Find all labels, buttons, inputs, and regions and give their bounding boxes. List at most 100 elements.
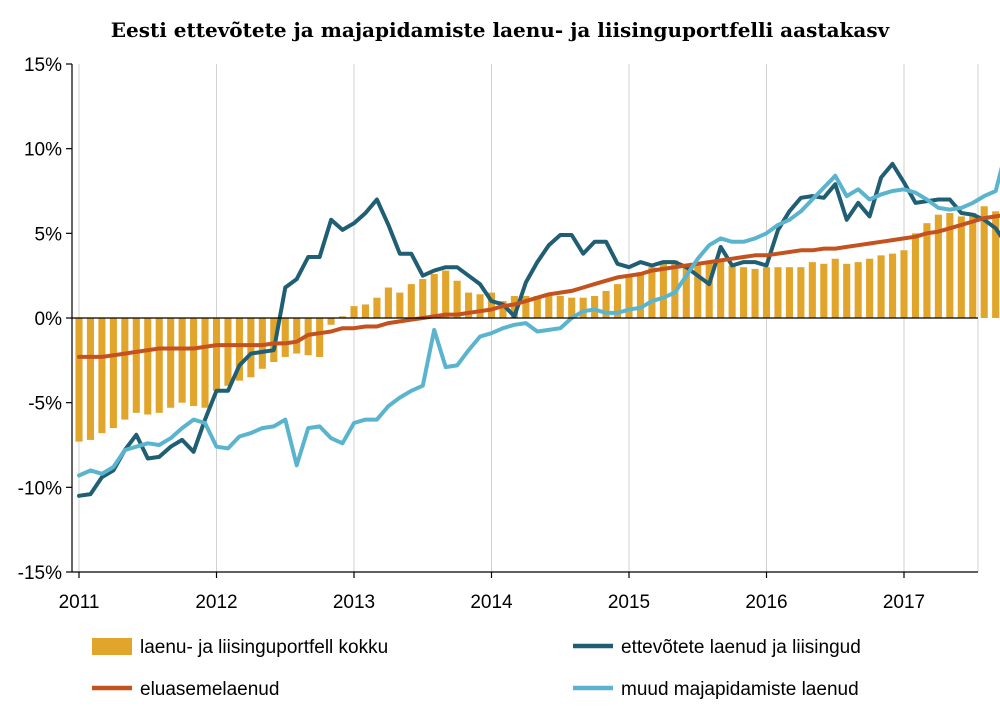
chart-title: Eesti ettevõtete ja majapidamiste laenu-… <box>111 18 891 42</box>
bar <box>969 213 977 318</box>
bar <box>453 280 461 318</box>
bar <box>98 318 106 434</box>
bar <box>442 270 450 318</box>
x-tick-label: 2014 <box>470 592 513 613</box>
series-line-3 <box>77 166 1000 478</box>
bar <box>568 297 576 318</box>
bar <box>396 292 404 318</box>
bar <box>178 318 186 403</box>
bar <box>86 318 95 440</box>
bar <box>682 265 690 318</box>
bar <box>900 250 908 318</box>
bar <box>888 253 897 318</box>
bar <box>201 318 209 408</box>
bar <box>556 295 564 318</box>
bar <box>212 318 221 391</box>
bar <box>602 290 610 318</box>
bar <box>854 262 862 318</box>
bar <box>419 279 427 318</box>
x-tick-label: 2016 <box>745 592 787 613</box>
y-tick-label: -10% <box>18 478 62 499</box>
bar <box>487 292 496 318</box>
bar <box>407 284 415 318</box>
legend-label: ettevõtete laenud ja liisingud <box>621 637 861 658</box>
bar <box>144 318 152 415</box>
bar <box>911 233 920 318</box>
bar <box>613 284 622 318</box>
bar <box>740 267 748 318</box>
y-tick-label: -5% <box>28 394 62 415</box>
bar <box>957 216 965 318</box>
series-line-1 <box>77 161 1000 498</box>
bar <box>167 318 175 408</box>
bar <box>717 260 725 318</box>
bar <box>132 318 140 413</box>
bar <box>338 316 347 318</box>
y-tick-label: 10% <box>24 140 62 161</box>
legend-label: muud majapidamiste laenud <box>621 679 859 700</box>
bar <box>373 297 381 318</box>
bar <box>980 206 988 318</box>
y-tick-label: 0% <box>35 309 63 330</box>
lines-layer <box>77 161 1000 498</box>
bar <box>820 263 828 318</box>
y-tick-label: 15% <box>24 55 62 76</box>
bar <box>946 213 954 318</box>
bar <box>361 304 370 318</box>
legend-label: laenu- ja liisinguportfell kokku <box>140 637 388 658</box>
bar <box>190 318 198 407</box>
bar <box>281 318 289 357</box>
x-tick-label: 2011 <box>59 592 100 613</box>
bar <box>293 318 301 354</box>
bar <box>877 255 885 318</box>
bar <box>316 318 324 357</box>
bar <box>774 267 782 318</box>
y-tick-label: 5% <box>35 224 63 245</box>
bar <box>648 267 656 318</box>
y-tick-label: -15% <box>18 563 62 584</box>
bar <box>808 262 816 318</box>
bar <box>75 318 83 442</box>
bar <box>109 318 117 429</box>
bar <box>533 295 541 318</box>
legend: laenu- ja liisinguportfell kokku ettevõte… <box>92 637 861 700</box>
bar <box>522 295 530 318</box>
bar <box>224 318 232 386</box>
bar <box>659 263 667 318</box>
bar <box>625 275 633 318</box>
bar <box>430 273 438 318</box>
axes-layer: 15% 10% 5% 0% -5% -10% -15% 2011 2012 2013 2014 201… <box>18 55 978 613</box>
bar <box>591 295 599 318</box>
bar <box>384 287 392 318</box>
bar <box>762 267 771 318</box>
bar <box>121 318 129 420</box>
bar <box>579 297 587 318</box>
bar <box>843 263 851 318</box>
bar <box>923 223 931 318</box>
x-tick-label: 2013 <box>333 592 375 613</box>
bar <box>797 267 805 318</box>
x-tick-label: 2012 <box>195 592 237 613</box>
bar <box>235 318 243 381</box>
x-tick-label: 2015 <box>608 592 650 613</box>
bar <box>751 268 759 318</box>
bar <box>499 301 507 318</box>
bar <box>785 267 793 318</box>
bar <box>465 292 473 318</box>
bar <box>476 294 484 318</box>
bar <box>866 258 874 318</box>
bar <box>545 294 553 318</box>
bar <box>350 306 358 318</box>
bar <box>992 211 1000 318</box>
bar <box>327 318 335 325</box>
bar <box>934 214 942 318</box>
bar <box>705 262 713 318</box>
legend-label: eluasemelaenud <box>140 679 279 700</box>
legend-swatch-bar <box>92 638 132 655</box>
bar <box>247 318 255 378</box>
bar <box>510 295 518 318</box>
bar <box>636 272 645 318</box>
series-line-2 <box>77 213 1000 359</box>
bar <box>694 262 702 318</box>
